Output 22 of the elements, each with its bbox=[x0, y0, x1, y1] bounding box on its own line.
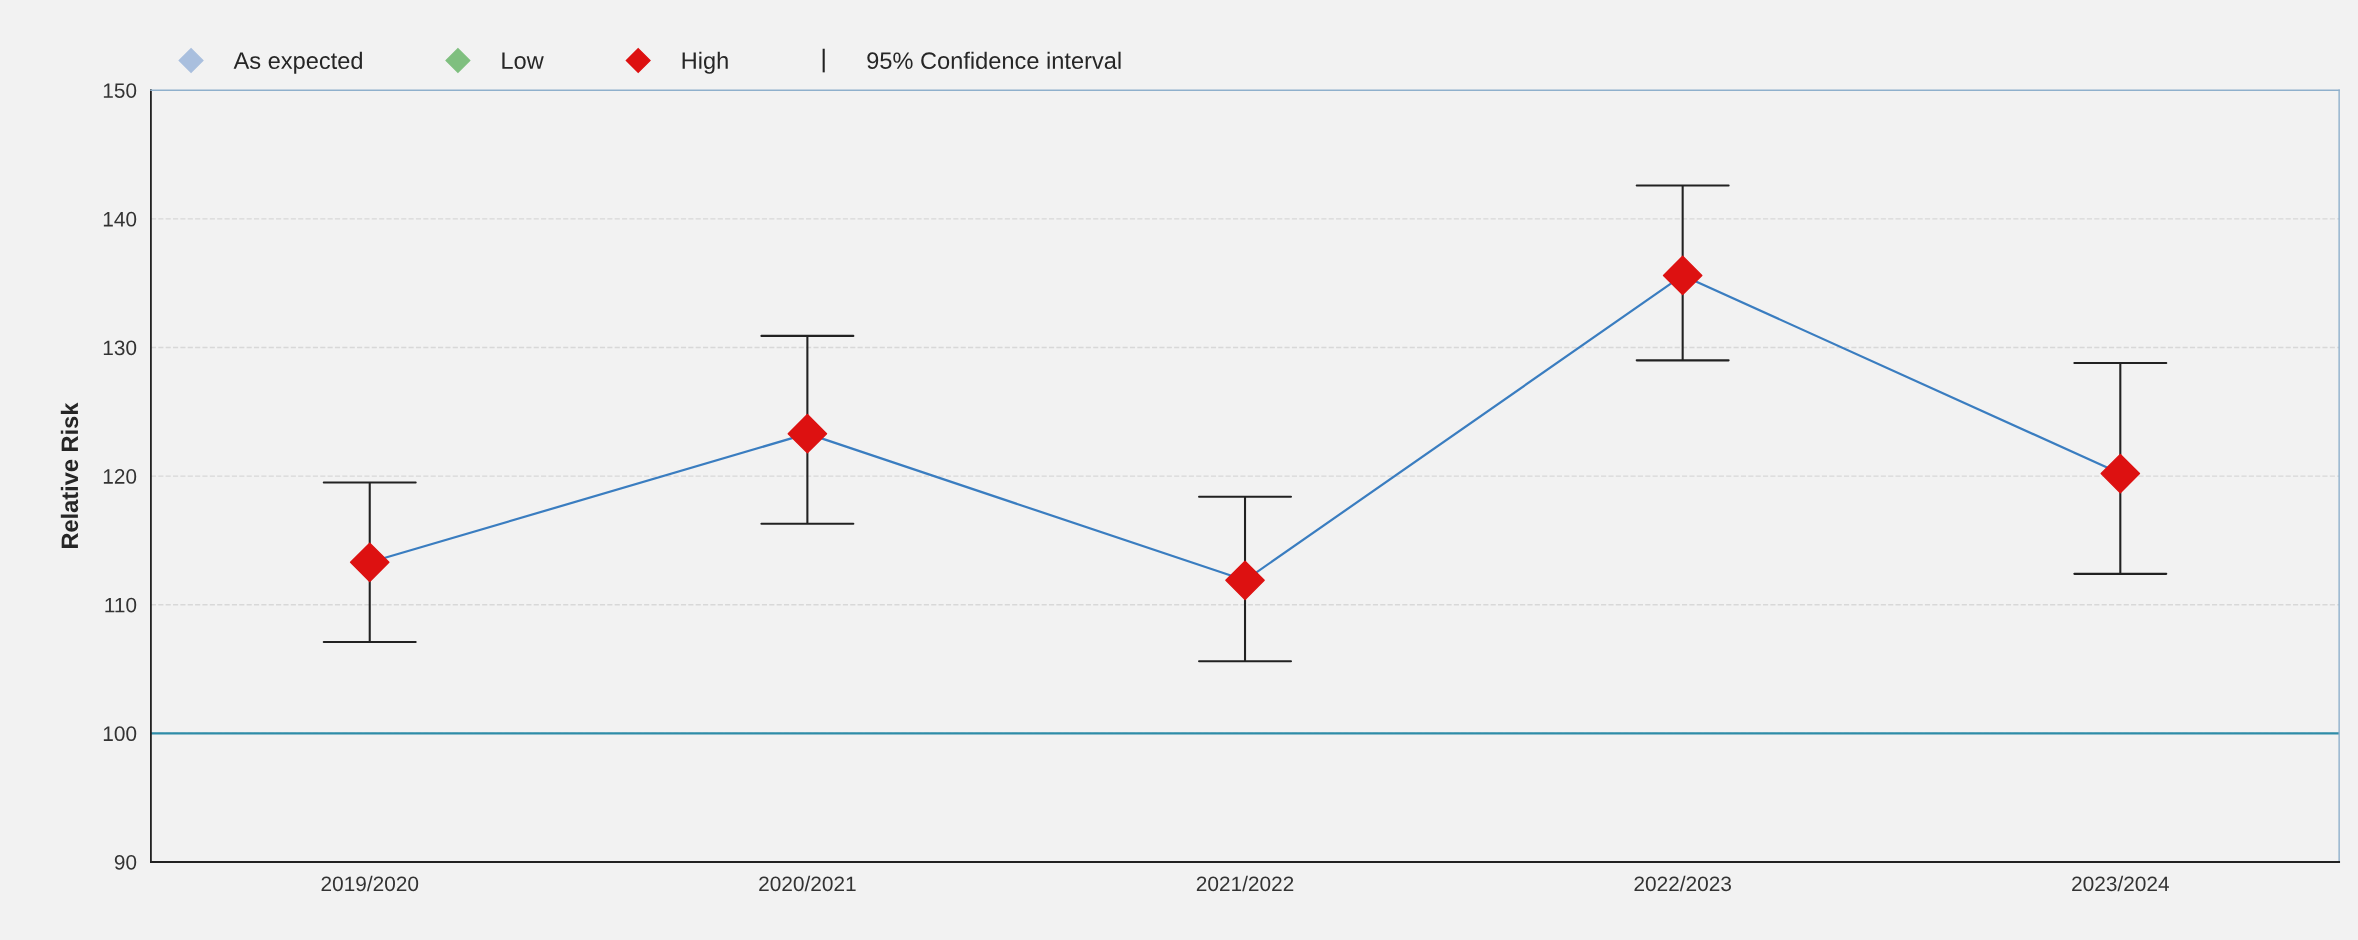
point bbox=[349, 542, 390, 583]
x-tick-label: 2020/2021 bbox=[759, 875, 856, 892]
point bbox=[2100, 453, 2141, 494]
y-tick-label: 140 bbox=[103, 211, 137, 227]
x-tick-label: 2019/2020 bbox=[321, 875, 419, 892]
x-tick-label: 2021/2022 bbox=[1196, 875, 1294, 892]
text: 95% Confidence interval bbox=[867, 51, 1121, 70]
legend-label: High bbox=[682, 51, 728, 74]
y-tick-label: 100 bbox=[103, 726, 137, 742]
x-tick-label: 2022/2023 bbox=[1634, 875, 1731, 892]
point bbox=[787, 413, 828, 454]
legend-label: Low bbox=[502, 52, 544, 70]
x-tick-label: 2023/2024 bbox=[2072, 875, 2169, 892]
y-tick-label: 90 bbox=[114, 854, 137, 870]
y-tick-label: 110 bbox=[105, 597, 137, 613]
legend-label: As expected bbox=[233, 51, 362, 74]
y-tick-label: 120 bbox=[103, 469, 137, 484]
y-axis-title: Relative Risk bbox=[60, 402, 79, 549]
y-tick-label: 130 bbox=[103, 340, 137, 356]
point bbox=[1225, 560, 1265, 601]
point bbox=[1662, 255, 1703, 296]
y-tick-label: 150 bbox=[103, 83, 137, 98]
